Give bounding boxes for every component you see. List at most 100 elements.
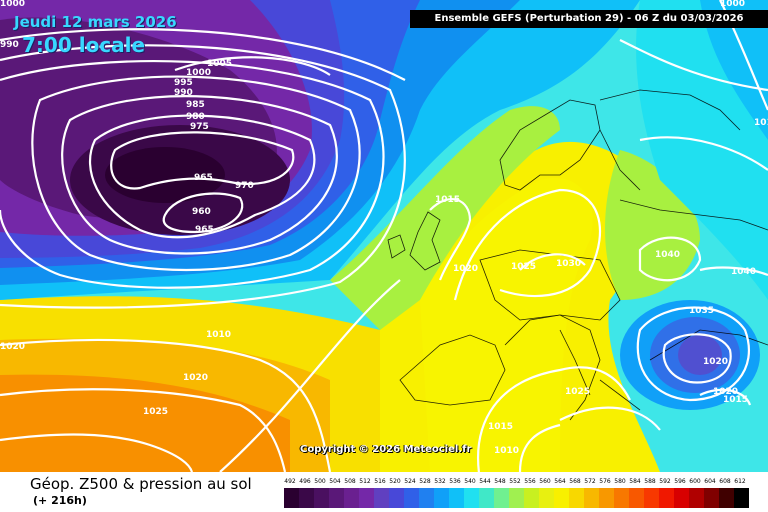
scale-swatch <box>449 488 464 508</box>
scale-swatch <box>419 488 434 508</box>
scale-label: 572 <box>584 478 596 485</box>
isobar-label: 965 <box>195 225 214 235</box>
scale-swatch <box>389 488 404 508</box>
scale-label: 520 <box>389 478 401 485</box>
scale-label: 548 <box>494 478 506 485</box>
isobar-label: 990 <box>174 88 193 98</box>
scale-label: 612 <box>734 478 746 485</box>
scale-swatch <box>719 488 734 508</box>
scale-swatch <box>464 488 479 508</box>
scale-label: 568 <box>569 478 581 485</box>
scale-label: 596 <box>674 478 686 485</box>
scale-label: 492 <box>284 478 296 485</box>
isobar-label: 1010 <box>206 330 231 340</box>
isobar-label: 1015 <box>723 395 748 405</box>
isobar-label: 985 <box>186 100 205 110</box>
isobar-label: 101 <box>754 118 768 128</box>
scale-label: 588 <box>644 478 656 485</box>
scale-label: 600 <box>689 478 701 485</box>
isobar-label: 1020 <box>703 357 728 367</box>
isobar-label: 1010 <box>494 446 519 456</box>
scale-label: 584 <box>629 478 641 485</box>
scale-label: 496 <box>299 478 311 485</box>
product-title: Géop. Z500 & pression au sol <box>30 475 252 493</box>
forecast-date: Jeudi 12 mars 2026 <box>14 13 177 31</box>
scale-swatch <box>584 488 599 508</box>
forecast-step: (+ 216h) <box>33 494 87 507</box>
scale-label: 512 <box>359 478 371 485</box>
scale-swatch <box>539 488 554 508</box>
scale-label: 536 <box>449 478 461 485</box>
isobar-label: 1020 <box>453 264 478 274</box>
scale-label: 528 <box>419 478 431 485</box>
model-banner: Ensemble GEFS (Perturbation 29) - 06 Z d… <box>410 10 768 28</box>
scale-swatch <box>689 488 704 508</box>
scale-swatch <box>374 488 389 508</box>
scale-swatch <box>329 488 344 508</box>
scale-swatch <box>434 488 449 508</box>
scale-label: 540 <box>464 478 476 485</box>
scale-label: 556 <box>524 478 536 485</box>
isobar-label: 960 <box>192 207 211 217</box>
isobar-label: 1015 <box>435 195 460 205</box>
scale-label: 504 <box>329 478 341 485</box>
scale-swatch <box>734 488 749 508</box>
scale-swatch <box>524 488 539 508</box>
isobar-label: 1035 <box>689 306 714 316</box>
scale-label: 576 <box>599 478 611 485</box>
isobar-label: 1000 <box>0 0 25 9</box>
scale-label: 580 <box>614 478 626 485</box>
isobar-label: 995 <box>174 78 193 88</box>
scale-swatch <box>344 488 359 508</box>
scale-swatch <box>479 488 494 508</box>
color-scale: 492 496 500 504 508 512 516 520 524 528 532 536 540 5… <box>284 478 752 508</box>
scale-swatch <box>509 488 524 508</box>
scale-label: 608 <box>719 478 731 485</box>
isobar-label: 965 <box>194 173 213 183</box>
scale-label: 564 <box>554 478 566 485</box>
scale-label: 508 <box>344 478 356 485</box>
scale-label: 500 <box>314 478 326 485</box>
map-svg: 990 1005 1000 995 990 985 980 975 965 97… <box>0 0 768 472</box>
scale-swatch <box>359 488 374 508</box>
scale-swatch <box>569 488 584 508</box>
scale-label: 592 <box>659 478 671 485</box>
scale-label: 516 <box>374 478 386 485</box>
isobar-label: 1000 <box>720 0 745 9</box>
weather-map: 990 1005 1000 995 990 985 980 975 965 97… <box>0 0 768 472</box>
copyright-notice: Copyright © 2026 Meteociel.fr <box>300 444 472 455</box>
scale-swatch <box>599 488 614 508</box>
isobar-label: 970 <box>235 181 254 191</box>
scale-swatch <box>284 488 299 508</box>
isobar-label: 1000 <box>186 68 211 78</box>
isobar-label: 1020 <box>183 373 208 383</box>
scale-label: 524 <box>404 478 416 485</box>
isobar-label: 1025 <box>511 262 536 272</box>
isobar-label: 1005 <box>207 59 232 69</box>
isobar-label: 980 <box>186 112 205 122</box>
scale-swatch <box>704 488 719 508</box>
scale-label: 532 <box>434 478 446 485</box>
forecast-time: 7:00 locale <box>22 33 146 57</box>
isobar-label: 1020 <box>0 342 25 352</box>
scale-swatch <box>404 488 419 508</box>
scale-swatch <box>299 488 314 508</box>
legend-footer: Géop. Z500 & pression au sol (+ 216h) 49… <box>0 472 768 512</box>
isobar-label: 1015 <box>488 422 513 432</box>
isobar-label: 990 <box>0 40 19 50</box>
scale-swatch <box>674 488 689 508</box>
scale-label: 552 <box>509 478 521 485</box>
isobar-label: 1025 <box>143 407 168 417</box>
scale-swatch <box>644 488 659 508</box>
isobar-label: 975 <box>190 122 209 132</box>
scale-label: 560 <box>539 478 551 485</box>
scale-label: 544 <box>479 478 491 485</box>
isobar-label: 1025 <box>565 387 590 397</box>
scale-swatch <box>494 488 509 508</box>
scale-swatch <box>614 488 629 508</box>
scale-label: 604 <box>704 478 716 485</box>
scale-swatch <box>659 488 674 508</box>
scale-swatch <box>554 488 569 508</box>
isobar-label: 1020 <box>713 387 738 397</box>
isobar-label: 1040 <box>731 267 756 277</box>
